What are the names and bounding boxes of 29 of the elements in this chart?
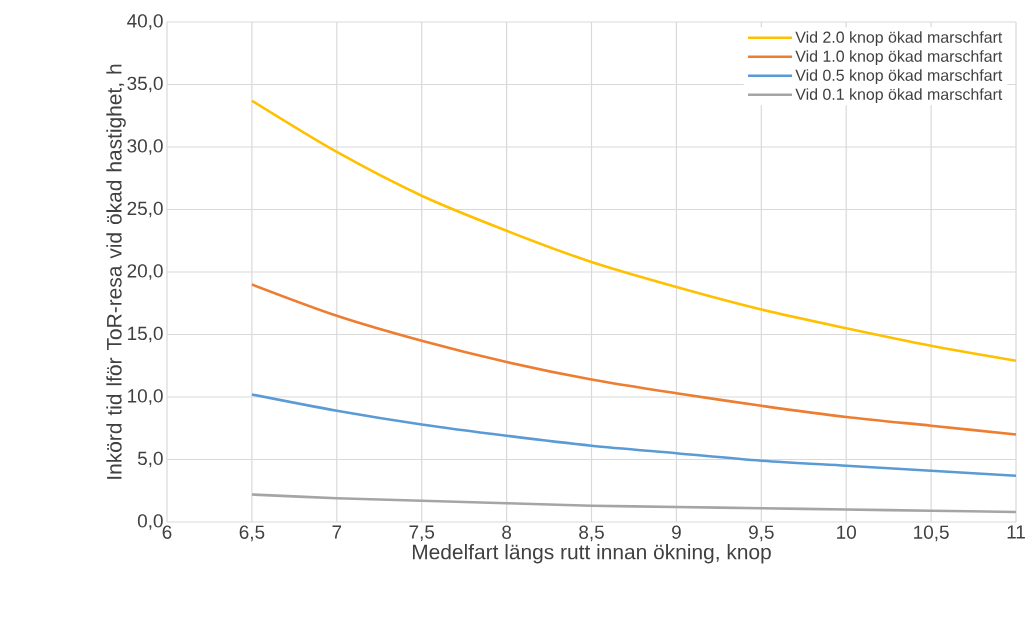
legend-label: Vid 0.1 knop ökad marschfart [795,88,1003,104]
y-tick-label: 0,0 [137,514,163,530]
y-tick-label: 25,0 [127,201,163,218]
x-tick-label: 9,5 [749,525,774,542]
y-tick-label: 40,0 [127,14,163,30]
legend-label: Vid 0.5 knop ökad marschfart [795,69,1003,85]
y-tick-label: 20,0 [127,264,163,280]
x-tick-label: 7 [332,525,342,539]
x-tick-label: 7,5 [409,525,435,541]
line-series [250,283,1018,436]
line-series [250,493,1018,514]
x-tick-label: 6 [162,525,172,539]
x-axis-title: Medelfart längs rutt innan ökning, knop [412,543,771,564]
legend-label: Vid 1.0 knop ökad marschfart [795,50,1003,66]
x-tick-label: 8 [502,525,512,539]
x-tick-label: 9 [672,525,681,539]
x-tick-label: 6,5 [239,525,265,542]
legend-label: Vid 2.0 knop ökad marschfart [795,31,1003,47]
y-tick-label: 35,0 [127,76,163,93]
y-tick-label: 5,0 [137,451,163,468]
y-axis-title: Inkörd tid lför ToR-resa vid ökad hastighet, h [106,64,126,479]
y-tick-label: 10,0 [128,389,163,405]
y-tick-label: 15,0 [128,326,163,343]
x-tick-label: 8,5 [579,525,604,542]
y-tick-label: 30,0 [127,139,163,155]
x-tick-label: 10,5 [914,525,949,542]
line-series [250,393,1018,478]
x-tick-label: 11 [1007,525,1025,539]
x-tick-label: 10 [837,525,856,539]
